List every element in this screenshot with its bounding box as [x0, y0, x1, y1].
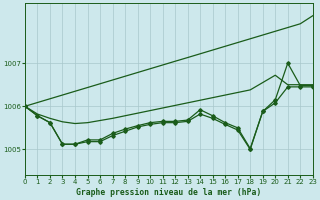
X-axis label: Graphe pression niveau de la mer (hPa): Graphe pression niveau de la mer (hPa) [76, 188, 261, 197]
